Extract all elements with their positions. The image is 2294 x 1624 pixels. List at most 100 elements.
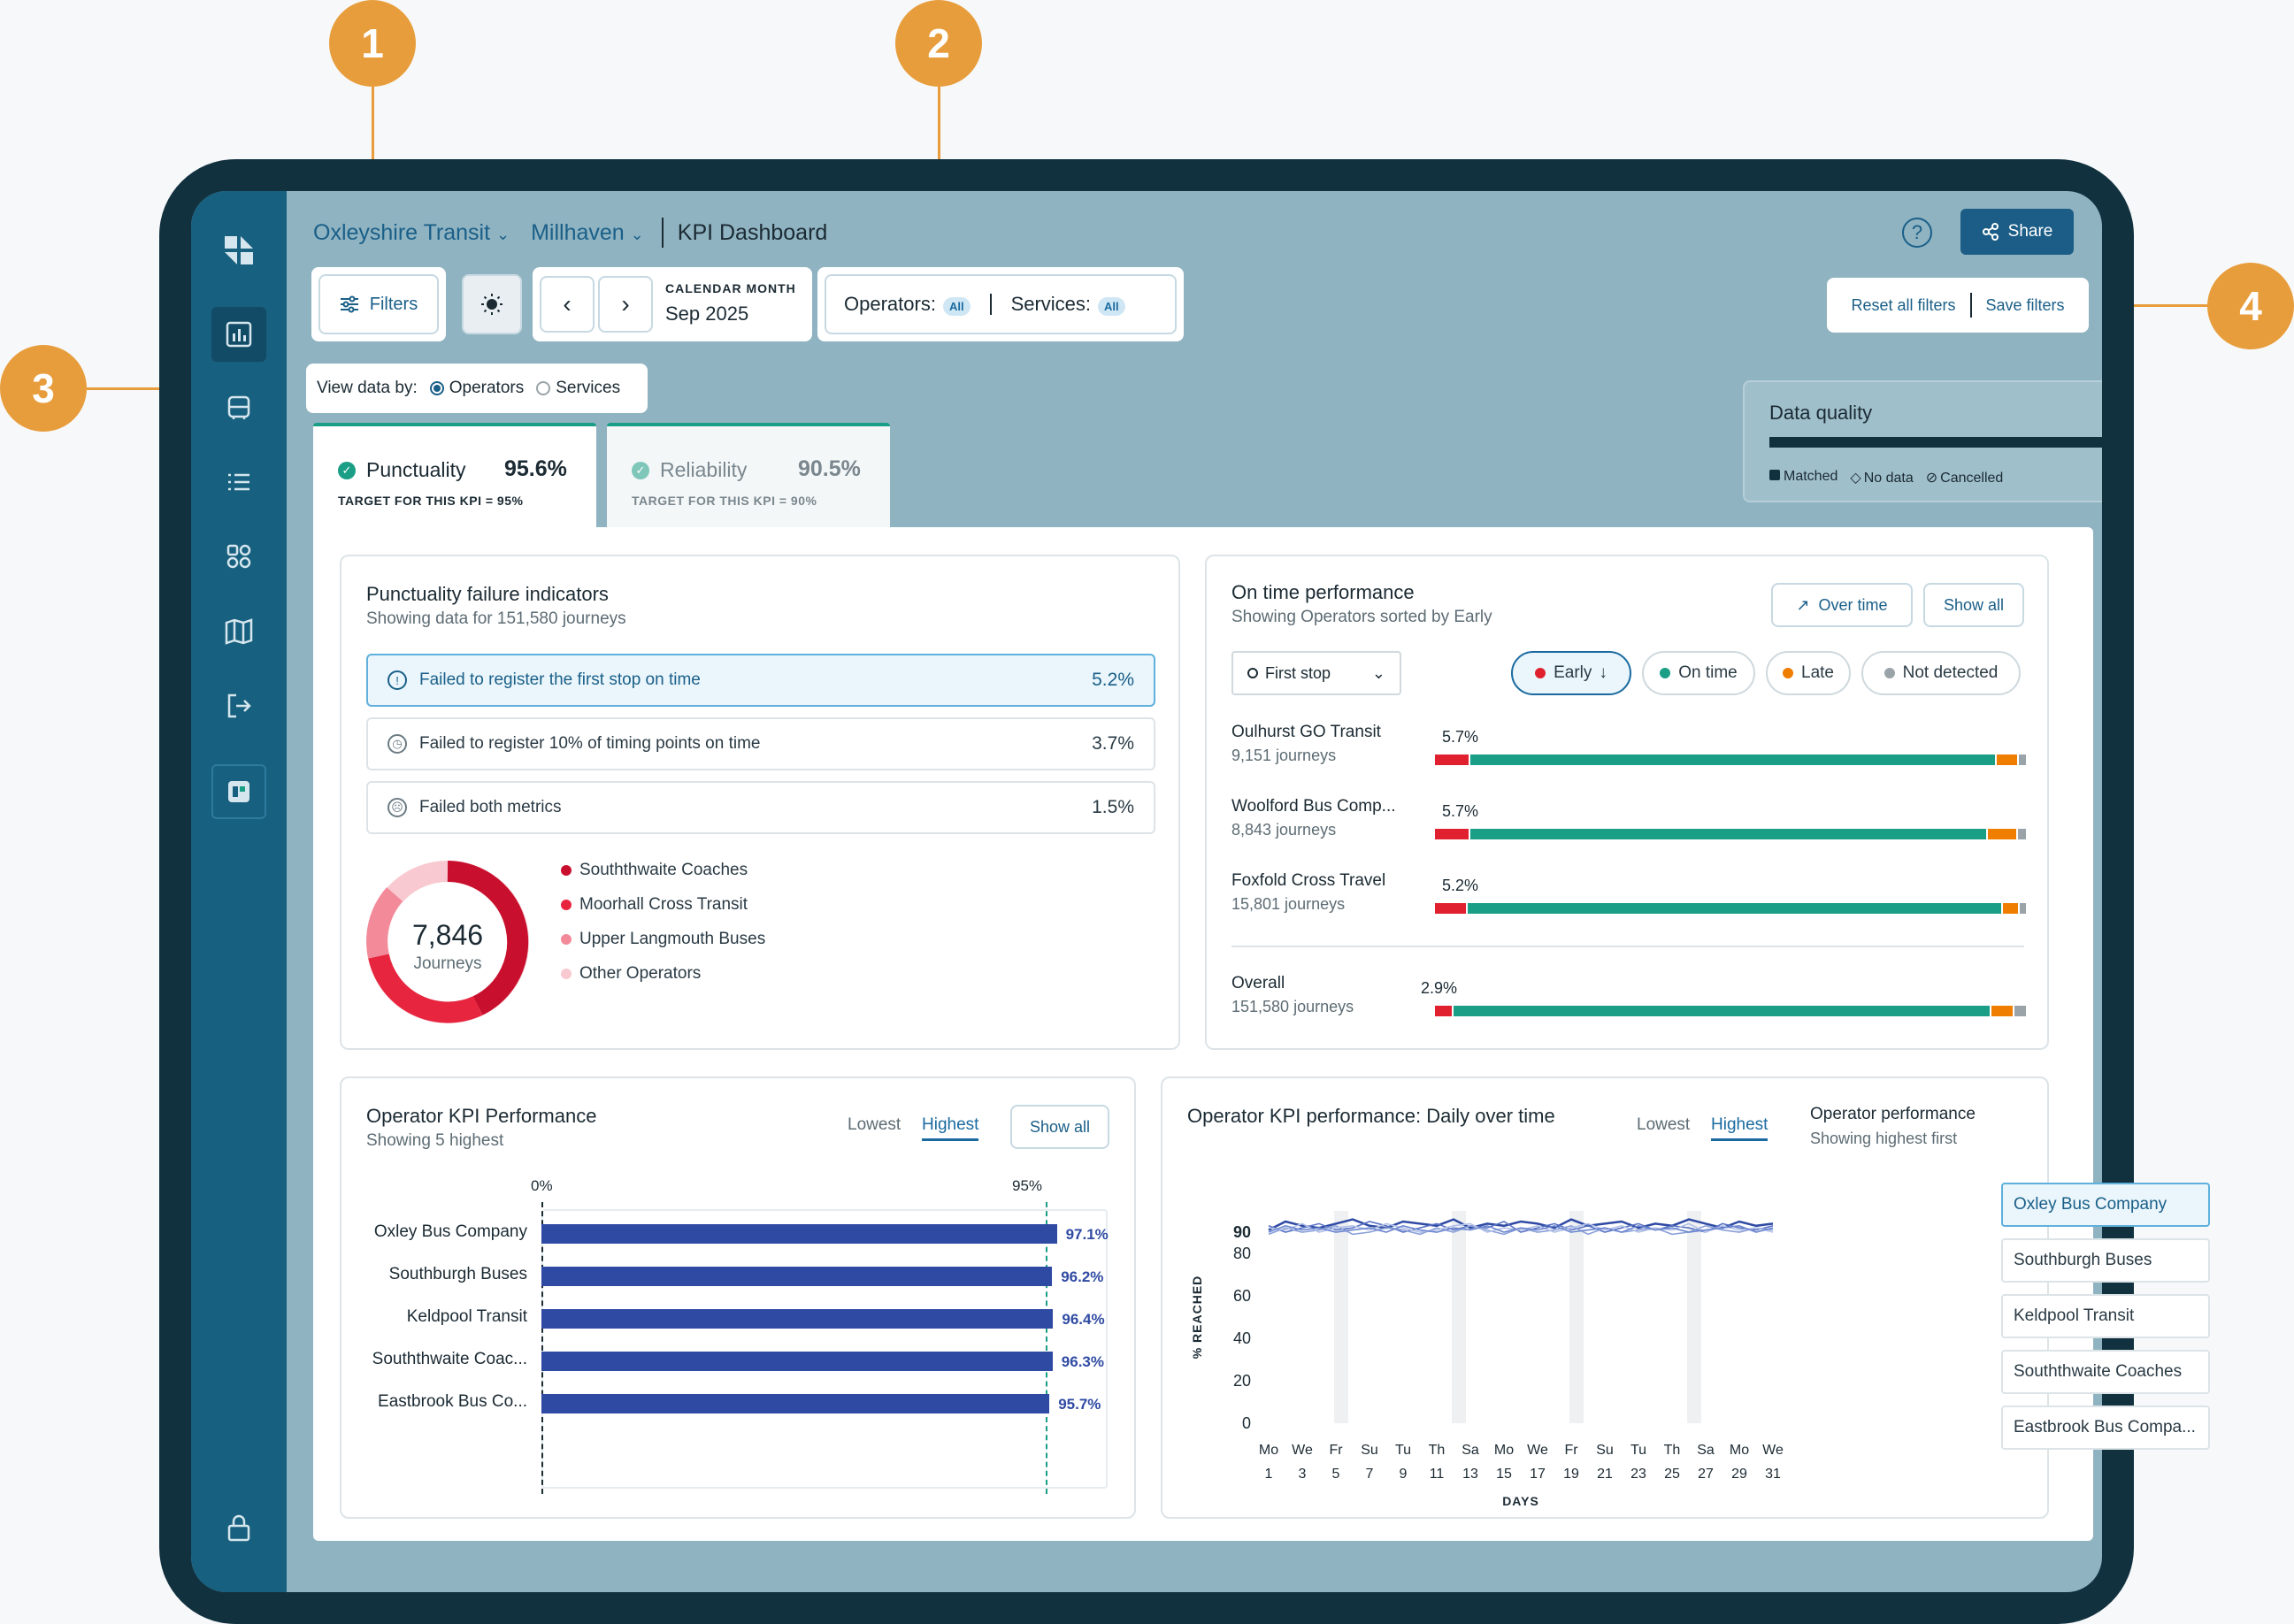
callout-4: 4 <box>2207 263 2294 349</box>
chip-label: Early <box>1554 663 1592 682</box>
callout-4-line <box>2084 304 2208 307</box>
bar-plot-area <box>541 1209 1108 1489</box>
period-value[interactable]: Sep 2025 <box>665 303 749 325</box>
chip-label: Late <box>1801 663 1834 682</box>
tab-lowest[interactable]: Lowest <box>848 1115 901 1134</box>
lock-icon[interactable] <box>211 1500 266 1555</box>
kpi-value: 95.6% <box>504 456 567 481</box>
chevron-right-icon: › <box>621 290 630 318</box>
view-by-services-radio[interactable]: Services <box>536 379 620 398</box>
legend-dot <box>561 900 572 910</box>
x-tick-day-number: 29 <box>1731 1467 1747 1482</box>
failure-indicator-timing-points[interactable]: ◷ Failed to register 10% of timing point… <box>366 717 1155 770</box>
legend-label: Cancelled <box>1940 471 2004 486</box>
y-tick-label: 80 <box>1233 1245 1251 1262</box>
scope-filter-box: Operators: All Services: All <box>825 274 1177 334</box>
overall-journeys: 151,580 journeys <box>1231 998 1354 1015</box>
services-filter[interactable]: Services: All <box>1011 293 1125 316</box>
operator-kpi-bar[interactable] <box>541 1352 1053 1371</box>
failure-indicator-both[interactable]: ☹ Failed both metrics 1.5% <box>366 781 1155 834</box>
exit-icon[interactable] <box>211 678 266 733</box>
tab-punctuality[interactable]: ✓ Punctuality 95.6% TARGET FOR THIS KPI … <box>313 423 596 532</box>
x-tick-day-name: Fr <box>1564 1443 1578 1458</box>
reset-filters-button[interactable]: Reset all filters <box>1851 295 1956 314</box>
list-icon[interactable] <box>211 455 266 509</box>
series-line <box>1268 1224 1774 1233</box>
view-by-operators-radio[interactable]: Operators <box>429 379 524 398</box>
operator-kpi-bar[interactable] <box>541 1267 1053 1286</box>
series-line <box>1268 1222 1774 1233</box>
area-selector[interactable]: Millhaven ⌄ <box>531 220 644 246</box>
early-percent: 5.2% <box>1442 877 1479 894</box>
x-tick-day-name: Su <box>1596 1443 1614 1458</box>
widget-icon[interactable] <box>211 764 266 819</box>
early-segment <box>1435 1006 1453 1016</box>
not-detected-segment <box>2019 903 2027 914</box>
filters-button[interactable]: Filters <box>318 274 439 334</box>
share-button[interactable]: Share <box>1960 209 2074 255</box>
bar-category-label: Eastbrook Bus Co... <box>378 1392 527 1411</box>
save-filters-button[interactable]: Save filters <box>1985 295 2065 314</box>
axis-start-label: 0% <box>531 1177 553 1194</box>
chevron-down-icon: ⌄ <box>1371 663 1385 682</box>
operator-kpi-bar[interactable] <box>541 1394 1050 1413</box>
x-tick-day-name: Mo <box>1730 1443 1749 1458</box>
indicator-value: 1.5% <box>1092 797 1134 817</box>
filter-chip-on-time[interactable]: On time <box>1642 651 1755 695</box>
kpi-target: TARGET FOR THIS KPI = 90% <box>632 494 817 508</box>
apps-icon[interactable] <box>211 529 266 584</box>
dashboard-icon[interactable] <box>211 307 266 362</box>
legend-dot <box>561 969 572 979</box>
page-title: KPI Dashboard <box>677 219 828 245</box>
operators-filter[interactable]: Operators: All <box>844 293 971 316</box>
circle-icon <box>1247 668 1258 678</box>
bar-value-label: 95.7% <box>1058 1396 1101 1413</box>
filter-chip-late[interactable]: Late <box>1766 651 1851 695</box>
filter-chip-not-detected[interactable]: Not detected <box>1861 651 2021 695</box>
prev-period-button[interactable]: ‹ <box>540 276 595 333</box>
tab-reliability[interactable]: ✓ Reliability 90.5% TARGET FOR THIS KPI … <box>607 423 890 527</box>
failure-indicator-first-stop[interactable]: ! Failed to register the first stop on t… <box>366 654 1155 707</box>
ontime-stacked-bar <box>1435 903 2027 914</box>
operator-select-oxley[interactable]: Oxley Bus Company <box>2001 1183 2210 1227</box>
radio-empty-icon <box>536 381 551 395</box>
operator-select-keldpool[interactable]: Keldpool Transit <box>2001 1294 2210 1338</box>
help-icon[interactable]: ? <box>1902 218 1932 248</box>
on-time-segment <box>1468 903 2002 914</box>
filter-chip-early[interactable]: Early ↓ <box>1511 651 1631 695</box>
over-time-button[interactable]: ↗ Over time <box>1771 583 1913 627</box>
show-all-button[interactable]: Show all <box>1923 583 2024 627</box>
period-label: CALENDAR MONTH <box>665 281 796 295</box>
theme-toggle-button[interactable] <box>462 274 522 334</box>
card-title: On time performance <box>1231 581 1415 603</box>
operator-select-eastbrook[interactable]: Eastbrook Bus Compa... <box>2001 1406 2210 1450</box>
show-all-button[interactable]: Show all <box>1010 1105 1109 1149</box>
overall-name: Overall <box>1231 974 1285 992</box>
bar-category-label: Keldpool Transit <box>406 1307 527 1326</box>
x-tick-day-number: 27 <box>1698 1467 1714 1482</box>
on-time-segment <box>1470 755 1996 765</box>
tab-lowest[interactable]: Lowest <box>1637 1115 1691 1134</box>
tab-highest[interactable]: Highest <box>922 1115 979 1141</box>
next-period-button[interactable]: › <box>598 276 653 333</box>
card-title: Operator KPI Performance <box>366 1105 597 1127</box>
early-percent: 5.7% <box>1442 802 1479 820</box>
legend-label: Moorhall Cross Transit <box>579 895 748 914</box>
org-selector[interactable]: Oxleyshire Transit ⌄ <box>313 220 510 246</box>
late-dot <box>1783 668 1793 678</box>
bar-category-label: Southburgh Buses <box>388 1265 527 1283</box>
zero-line <box>541 1202 543 1494</box>
operator-select-souththwaite[interactable]: Souththwaite Coaches <box>2001 1350 2210 1394</box>
ontime-stacked-bar <box>1435 1006 2026 1016</box>
operator-select-southburgh[interactable]: Southburgh Buses <box>2001 1238 2210 1283</box>
legend-dot <box>561 934 572 945</box>
operator-kpi-bar[interactable] <box>541 1309 1054 1329</box>
tab-highest[interactable]: Highest <box>1711 1115 1768 1141</box>
stop-select[interactable]: First stop ⌄ <box>1231 651 1401 695</box>
bus-icon[interactable] <box>211 380 266 435</box>
show-all-label: Show all <box>1029 1117 1091 1136</box>
y-tick-label: 60 <box>1233 1287 1251 1305</box>
operator-kpi-bar[interactable] <box>541 1224 1057 1244</box>
x-tick-day-name: Tu <box>1630 1443 1646 1458</box>
map-icon[interactable] <box>211 604 266 659</box>
